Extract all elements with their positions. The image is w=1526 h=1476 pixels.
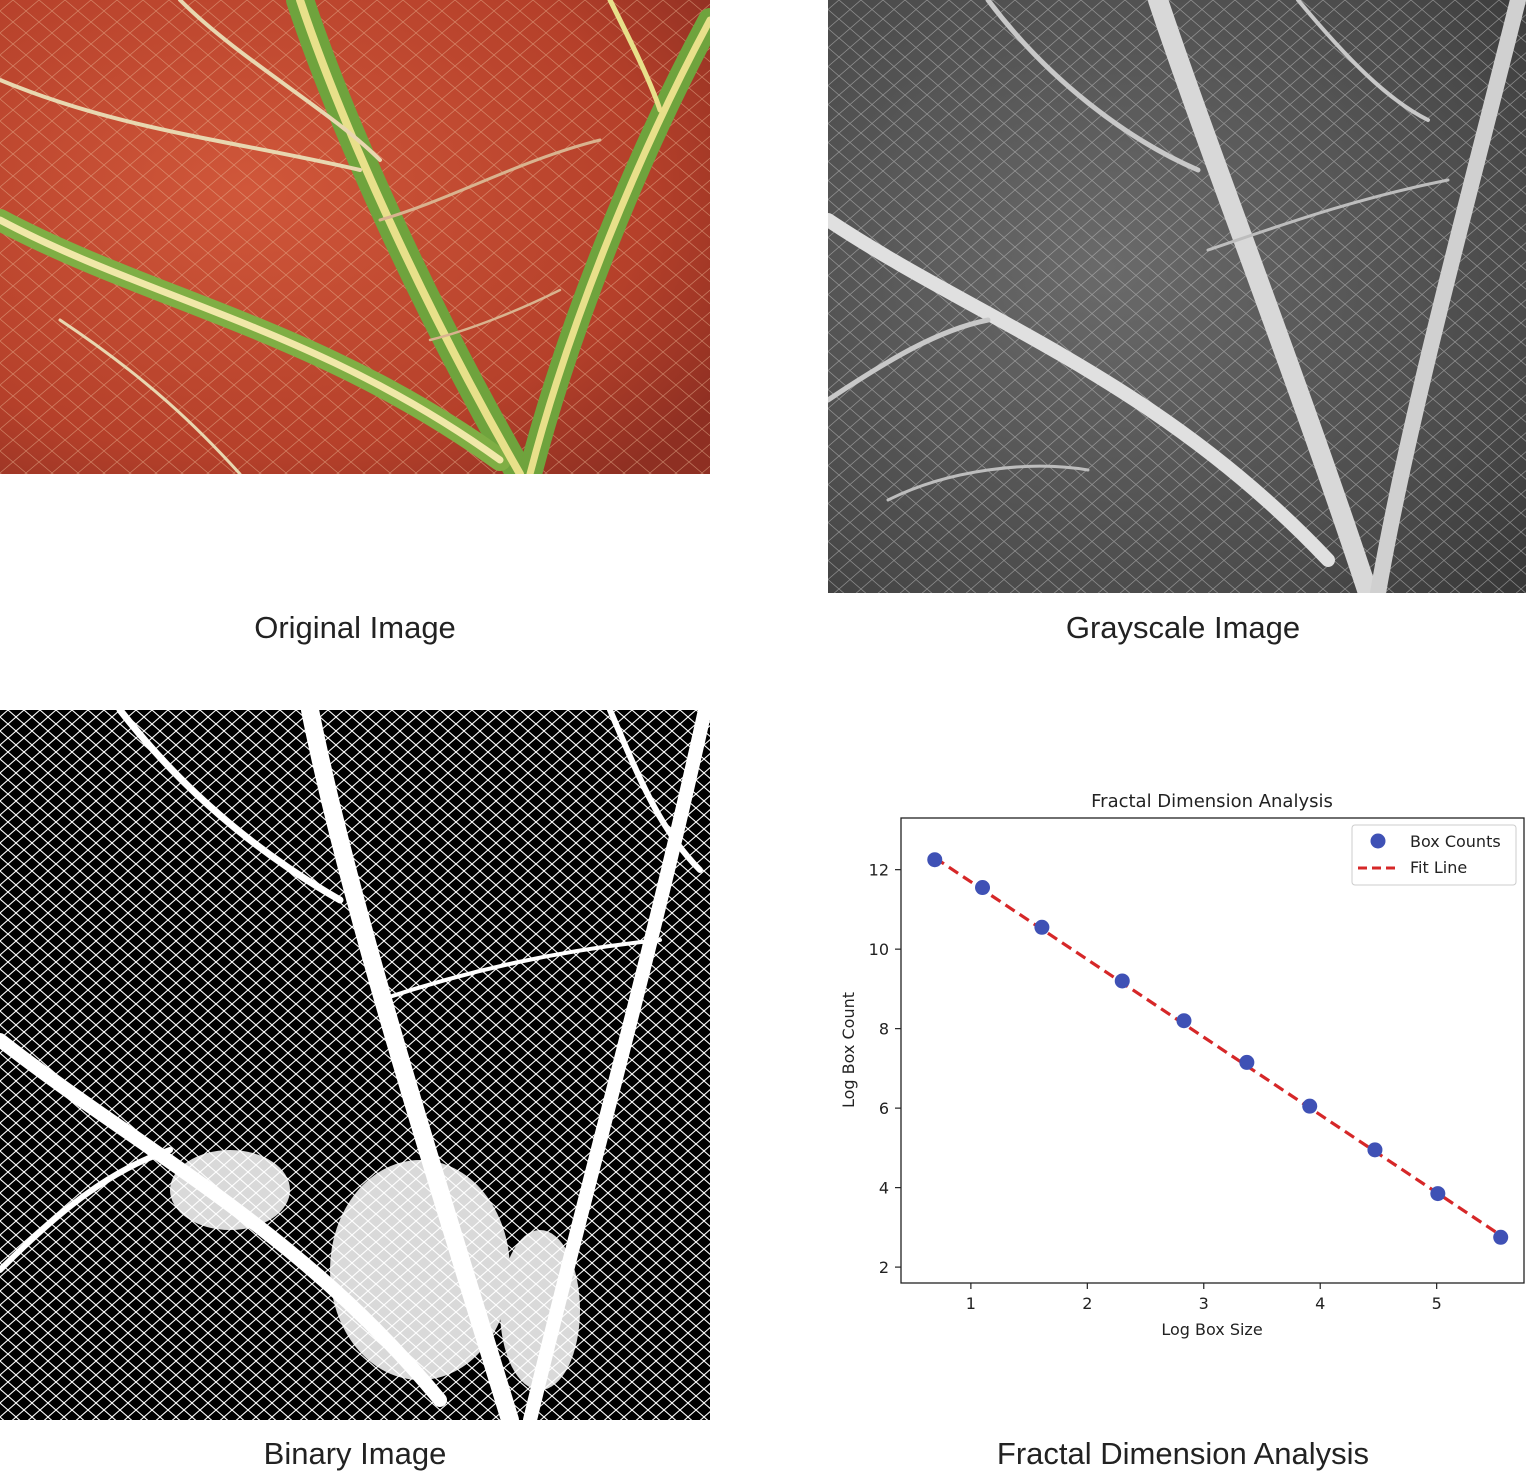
fit-line-series bbox=[933, 856, 1502, 1237]
caption-original: Original Image bbox=[254, 610, 456, 645]
x-axis-ticks: 1 2 3 4 5 bbox=[966, 1283, 1442, 1313]
fit-line bbox=[933, 856, 1502, 1237]
y-tick-label: 12 bbox=[869, 861, 889, 880]
x-tick-label: 3 bbox=[1199, 1294, 1209, 1313]
legend-label-fit-line: Fit Line bbox=[1410, 858, 1467, 877]
box-counts-series bbox=[927, 852, 1509, 1245]
y-tick-label: 6 bbox=[879, 1099, 889, 1118]
original-image bbox=[0, 0, 710, 474]
binary-image bbox=[0, 710, 710, 1420]
x-axis-label: Log Box Size bbox=[1161, 1320, 1262, 1339]
data-point bbox=[1176, 1013, 1192, 1029]
legend: Box Counts Fit Line bbox=[1351, 824, 1517, 886]
x-tick-label: 4 bbox=[1315, 1294, 1325, 1313]
data-point bbox=[1430, 1186, 1446, 1202]
y-tick-label: 8 bbox=[879, 1020, 889, 1039]
caption-binary: Binary Image bbox=[263, 1436, 447, 1471]
y-axis-label: Log Box Count bbox=[839, 992, 858, 1108]
y-axis-ticks: 2 4 6 8 10 12 bbox=[869, 861, 901, 1277]
caption-fractal: Fractal Dimension Analysis bbox=[996, 1436, 1370, 1471]
caption-grayscale: Grayscale Image bbox=[1065, 610, 1301, 645]
legend-label-box-counts: Box Counts bbox=[1410, 832, 1501, 851]
data-point bbox=[1034, 919, 1050, 935]
data-point bbox=[1493, 1229, 1509, 1245]
data-point bbox=[927, 852, 943, 868]
data-point bbox=[975, 880, 991, 896]
plot-area bbox=[900, 817, 1525, 1284]
x-tick-label: 5 bbox=[1432, 1294, 1442, 1313]
y-tick-label: 2 bbox=[879, 1258, 889, 1277]
x-tick-label: 1 bbox=[966, 1294, 976, 1313]
x-tick-label: 2 bbox=[1082, 1294, 1092, 1313]
grayscale-image bbox=[828, 0, 1526, 593]
data-point bbox=[1302, 1098, 1318, 1114]
data-point bbox=[1239, 1054, 1255, 1070]
y-tick-label: 4 bbox=[879, 1179, 889, 1198]
legend-box bbox=[1351, 824, 1517, 886]
data-point bbox=[1114, 973, 1130, 989]
y-tick-label: 10 bbox=[869, 940, 889, 959]
legend-marker-box-counts bbox=[1370, 833, 1386, 849]
chart-title: Fractal Dimension Analysis bbox=[1091, 791, 1333, 812]
data-point bbox=[1367, 1142, 1383, 1158]
